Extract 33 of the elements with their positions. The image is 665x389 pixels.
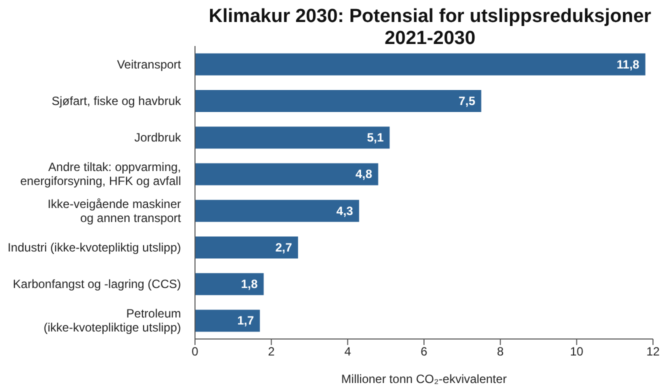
y-tick-label: Industri (ikke-kvotepliktig utslipp) (8, 240, 181, 254)
bar (195, 273, 264, 296)
bar (195, 53, 646, 76)
bar (195, 200, 360, 222)
data-label: 2,7 (275, 240, 292, 254)
chart-title: Klimakur 2030: Potensial for utslippsreduksjoner 2021-2030 (208, 6, 652, 50)
y-tick-label: Sjøfart, fiske og havbruk (52, 94, 182, 108)
y-tick-label: Veitransport (116, 57, 182, 72)
y-tick-label: Jordbruk (134, 130, 182, 145)
x-tick-label: 0 (192, 344, 199, 359)
x-axis-title: Millioner tonn CO₂-ekvivalenter (341, 372, 507, 386)
data-label: 1,7 (237, 314, 254, 328)
x-tick-label: 2 (268, 344, 275, 359)
x-tick-label: 4 (344, 344, 352, 359)
x-tick-label: 12 (646, 344, 660, 359)
y-tick-label: Petroleum (ikke-kvotepliktige utslipp) (44, 306, 181, 335)
bar (195, 126, 390, 149)
bar (195, 163, 378, 186)
x-tick-label: 8 (496, 344, 504, 359)
data-label: 4,3 (336, 204, 354, 218)
y-tick-label: Ikke-veigående maskiner og annen transport (48, 196, 182, 225)
data-label: 7,5 (458, 94, 476, 108)
x-tick-label: 10 (570, 344, 584, 359)
data-label: 5,1 (366, 130, 384, 145)
x-tick-label: 6 (420, 344, 428, 359)
bar (195, 90, 482, 112)
data-label: 1,8 (241, 277, 258, 292)
y-tick-label: Andre tiltak: oppvarming, energiforsyning, HFK og avfall (20, 160, 181, 188)
bar (195, 310, 260, 332)
y-tick-label: Karbonfangst og -lagring (CCS) (12, 277, 181, 292)
data-label: 4,8 (356, 167, 373, 182)
data-label: 11,8 (616, 57, 640, 72)
bar (195, 236, 298, 258)
